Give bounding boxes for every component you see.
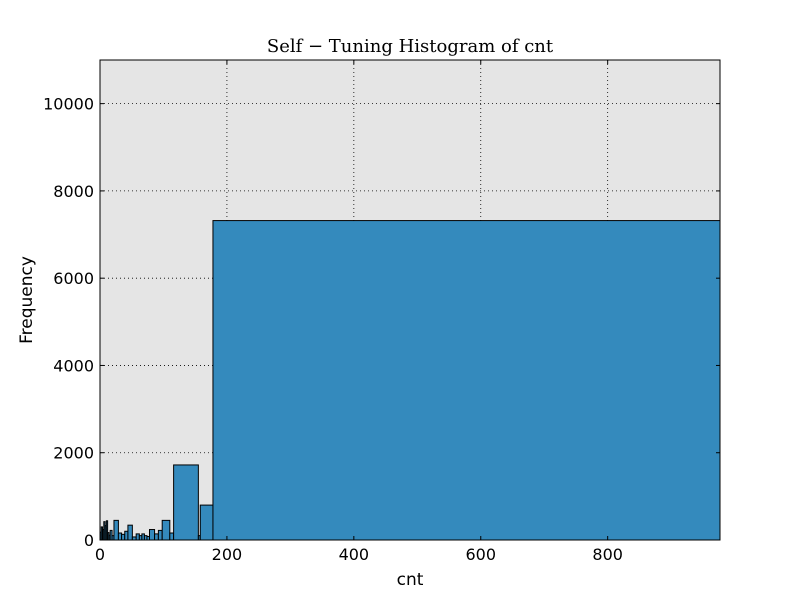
chart-title: Self − Tuning Histogram of cnt (267, 36, 554, 57)
x-tick-label: 600 (465, 545, 496, 564)
histogram-bar (113, 519, 119, 541)
histogram-bar (148, 529, 156, 541)
histogram-bar (154, 533, 159, 541)
histogram-bar (173, 464, 199, 541)
x-tick-label: 800 (592, 545, 623, 564)
histogram-bar (161, 519, 171, 541)
plot-frame (99, 59, 721, 541)
y-tick-label: 8000 (53, 182, 94, 201)
y-tick-label: 4000 (53, 356, 94, 375)
y-tick-label: 2000 (53, 444, 94, 463)
histogram-bar (212, 220, 721, 541)
y-tick-label: 10000 (43, 95, 94, 114)
y-tick-label: 0 (84, 531, 94, 550)
y-axis-label: Frequency (17, 256, 37, 344)
histogram-bar (199, 504, 214, 541)
y-tick-label: 6000 (53, 269, 94, 288)
histogram-bar (127, 524, 133, 541)
x-tick-label: 0 (95, 545, 105, 564)
histogram-bars (99, 220, 721, 541)
histogram-bar (157, 529, 163, 541)
histogram-bar (169, 532, 175, 541)
x-tick-label: 200 (212, 545, 243, 564)
x-tick-label: 400 (339, 545, 370, 564)
x-axis-label: cnt (397, 570, 424, 590)
